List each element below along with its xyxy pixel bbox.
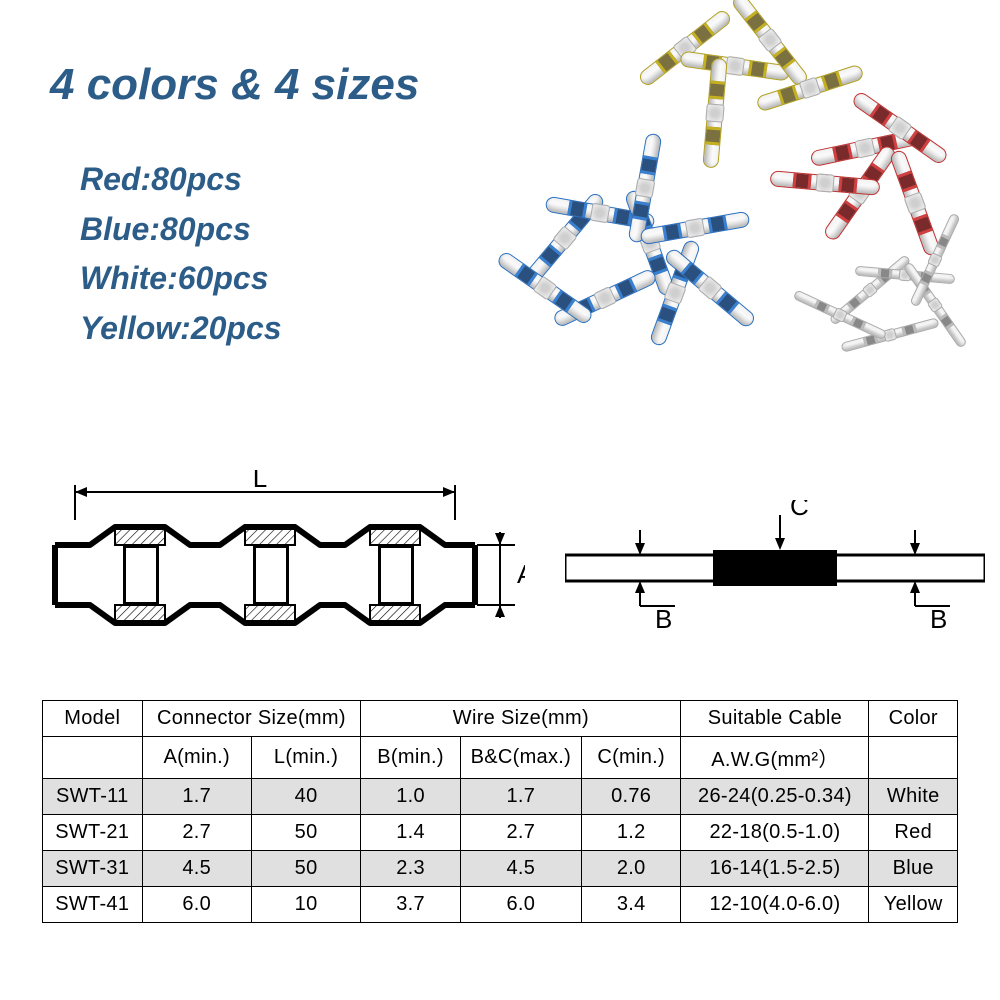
connector-yellow-icon bbox=[702, 58, 728, 169]
table-header-row-2: A(min.) L(min.) B(min.) B&C(max.) C(min.… bbox=[43, 737, 958, 779]
connector-blue-icon bbox=[639, 211, 750, 246]
table-row: SWT-212.7501.42.71.222-18(0.5-1.0)Red bbox=[43, 815, 958, 851]
cell-l: 50 bbox=[251, 851, 360, 887]
label-B-left: B bbox=[655, 604, 672, 634]
th-c-min: C(min.) bbox=[581, 737, 681, 779]
cell-color: Red bbox=[869, 815, 958, 851]
cell-l: 40 bbox=[251, 779, 360, 815]
cell-model: SWT-11 bbox=[43, 779, 143, 815]
diagram-connector-L-A: L bbox=[45, 470, 525, 650]
cell-c: 2.0 bbox=[581, 851, 681, 887]
cell-b: 3.7 bbox=[361, 887, 461, 923]
connector-cluster-illustration bbox=[490, 30, 990, 410]
cell-color: Blue bbox=[869, 851, 958, 887]
th-awg: A.W.G(mm²） bbox=[681, 737, 869, 779]
cell-c: 1.2 bbox=[581, 815, 681, 851]
counts-list: Red:80pcs Blue:80pcs White:60pcs Yellow:… bbox=[80, 155, 282, 353]
cell-l: 10 bbox=[251, 887, 360, 923]
cell-cable: 16-14(1.5-2.5) bbox=[681, 851, 869, 887]
cell-color: White bbox=[869, 779, 958, 815]
cell-bc: 6.0 bbox=[460, 887, 581, 923]
th-b-min: B(min.) bbox=[361, 737, 461, 779]
th-connector-size: Connector Size(mm) bbox=[142, 701, 361, 737]
th-l-min: L(min.) bbox=[251, 737, 360, 779]
cell-color: Yellow bbox=[869, 887, 958, 923]
page-title: 4 colors & 4 sizes bbox=[50, 60, 419, 110]
label-B-right: B bbox=[930, 604, 947, 634]
count-red: Red:80pcs bbox=[80, 155, 282, 205]
count-yellow: Yellow:20pcs bbox=[80, 304, 282, 354]
table-body: SWT-111.7401.01.70.7626-24(0.25-0.34)Whi… bbox=[43, 779, 958, 923]
cell-bc: 1.7 bbox=[460, 779, 581, 815]
table-row: SWT-416.0103.76.03.412-10(4.0-6.0)Yellow bbox=[43, 887, 958, 923]
label-C: C bbox=[790, 500, 809, 521]
count-white: White:60pcs bbox=[80, 254, 282, 304]
th-bc-max: B&C(max.) bbox=[460, 737, 581, 779]
connector-white-icon bbox=[793, 289, 888, 340]
cell-b: 1.0 bbox=[361, 779, 461, 815]
th-suitable-cable: Suitable Cable bbox=[681, 701, 869, 737]
dimension-diagrams: L bbox=[45, 470, 955, 670]
cell-c: 0.76 bbox=[581, 779, 681, 815]
cell-b: 2.3 bbox=[361, 851, 461, 887]
spec-table: Model Connector Size(mm) Wire Size(mm) S… bbox=[42, 700, 958, 923]
table-row: SWT-314.5502.34.52.016-14(1.5-2.5)Blue bbox=[43, 851, 958, 887]
th-a-min: A(min.) bbox=[142, 737, 251, 779]
connector-red-icon bbox=[889, 149, 942, 258]
th-model: Model bbox=[43, 701, 143, 737]
th-blank2 bbox=[869, 737, 958, 779]
cell-a: 4.5 bbox=[142, 851, 251, 887]
cell-a: 6.0 bbox=[142, 887, 251, 923]
cell-model: SWT-21 bbox=[43, 815, 143, 851]
cell-a: 1.7 bbox=[142, 779, 251, 815]
cell-model: SWT-41 bbox=[43, 887, 143, 923]
cell-cable: 26-24(0.25-0.34) bbox=[681, 779, 869, 815]
th-wire-size: Wire Size(mm) bbox=[361, 701, 681, 737]
cell-a: 2.7 bbox=[142, 815, 251, 851]
label-A: A bbox=[517, 559, 525, 589]
cell-bc: 2.7 bbox=[460, 815, 581, 851]
cell-b: 1.4 bbox=[361, 815, 461, 851]
diagram-wire-B-C: C B B bbox=[565, 500, 985, 650]
cell-cable: 22-18(0.5-1.0) bbox=[681, 815, 869, 851]
cell-model: SWT-31 bbox=[43, 851, 143, 887]
cell-l: 50 bbox=[251, 815, 360, 851]
cell-bc: 4.5 bbox=[460, 851, 581, 887]
count-blue: Blue:80pcs bbox=[80, 205, 282, 255]
cell-c: 3.4 bbox=[581, 887, 681, 923]
table-row: SWT-111.7401.01.70.7626-24(0.25-0.34)Whi… bbox=[43, 779, 958, 815]
label-L: L bbox=[253, 470, 267, 493]
th-blank bbox=[43, 737, 143, 779]
table-header-row-1: Model Connector Size(mm) Wire Size(mm) S… bbox=[43, 701, 958, 737]
cell-cable: 12-10(4.0-6.0) bbox=[681, 887, 869, 923]
th-color: Color bbox=[869, 701, 958, 737]
